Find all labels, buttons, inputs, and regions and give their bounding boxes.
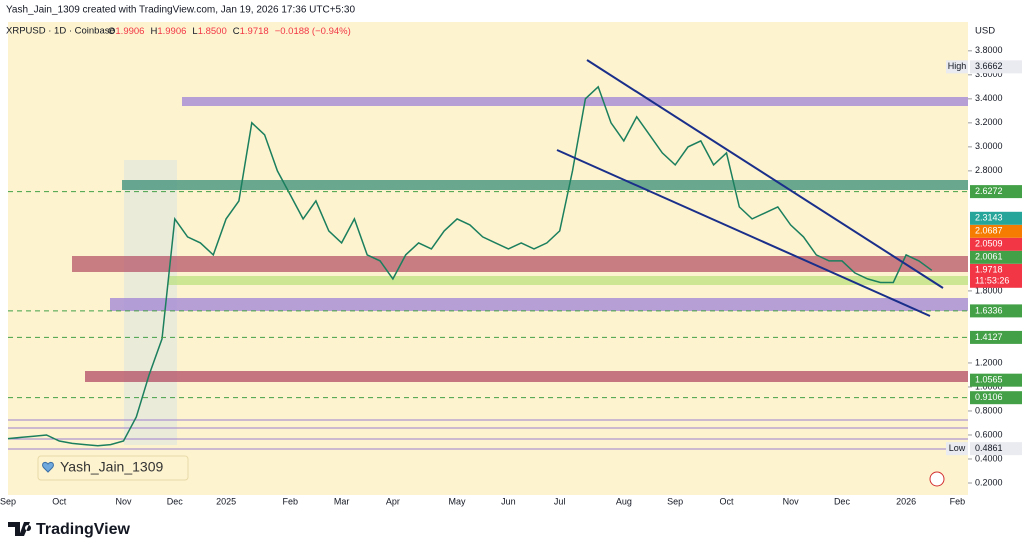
y-tick-label: 0.2000 [975,477,1003,487]
price-label-box [970,330,1022,344]
x-tick-label: Aug [616,496,632,506]
ohlc-value: 1.9906 [115,26,144,37]
x-tick-label: Dec [167,496,184,506]
price-label-box [970,250,1022,264]
watermark: Yash_Jain_1309 [60,459,163,475]
attribution: Yash_Jain_1309 created with TradingView.… [6,5,355,16]
price-label: 2.0509 [975,239,1003,249]
zone [168,276,968,285]
low-tag [946,442,968,456]
x-tick-label: Mar [334,496,350,506]
watermark-box [37,455,189,481]
heart-icon [42,461,54,473]
price-label-box [970,391,1022,405]
x-tick-label: 2026 [896,496,916,506]
ohlc-value: 1.9906 [157,26,186,37]
y-tick-label: 0.4000 [975,453,1003,463]
high-label: High [948,61,967,71]
brand: TradingView [36,521,131,538]
price-label: 2.0061 [975,252,1003,262]
zone [72,256,968,272]
price-label: 1.0565 [975,375,1003,385]
zone [110,298,968,311]
y-tick-label: 0.6000 [975,429,1003,439]
price-label-box [970,211,1022,225]
price-label-box [970,373,1022,387]
ohlc-key: L [192,26,197,37]
x-tick-label: Feb [283,496,299,506]
y-tick-label: 0.8000 [975,405,1003,415]
trend-line [586,59,944,289]
price-label: 2.6272 [975,186,1003,196]
news-icon [929,471,945,487]
x-tick-label: Jun [501,496,516,506]
price-label-box [970,304,1022,318]
y-tick-label: 2.8000 [975,165,1003,175]
price-label-box [970,224,1022,238]
x-tick-label: Apr [386,496,400,506]
x-tick-label: Dec [834,496,851,506]
price-label: 0.9106 [975,392,1003,402]
y-tick-label: 3.4000 [975,93,1003,103]
symbol: XRPUSD · 1D · Coinbase [6,26,115,37]
price-label-box [970,263,1022,288]
high-tag [946,60,968,74]
ohlc-value: 1.8500 [198,26,227,37]
high-value: 3.6662 [975,61,1003,71]
ohlc-key: O [108,26,115,37]
price-line [7,85,933,447]
y-tick-label: 3.6000 [975,69,1003,79]
price-label-box [970,237,1022,251]
x-tick-label: Feb [950,496,966,506]
x-tick-label: Nov [783,496,800,506]
low-label: Low [949,443,966,453]
ohlc-key: C [233,26,240,37]
low-value: 0.4861 [975,443,1003,453]
y-tick-label: 1.8000 [975,285,1003,295]
price-label: 1.4127 [975,332,1003,342]
price-label-box [970,185,1022,199]
x-tick-label: May [449,496,467,506]
zone [122,180,968,190]
countdown: 11:53:26 [975,276,1009,286]
y-tick-label: 3.2000 [975,117,1003,127]
y-tick-label: 3.0000 [975,141,1003,151]
price-label: 1.9718 [975,265,1003,275]
price-label: 2.3143 [975,213,1003,223]
x-tick-label: Nov [115,496,132,506]
x-tick-label: Oct [719,496,734,506]
change: −0.0188 (−0.94%) [275,26,351,37]
trend-line [556,149,931,317]
x-tick-label: Jul [554,496,566,506]
ohlc-key: H [150,26,157,37]
zone [85,371,968,382]
low-box [970,442,1022,456]
zone [182,97,968,106]
x-tick-label: Sep [0,496,16,506]
brand-logo [8,522,32,536]
ohlc-value: 1.9718 [240,26,269,37]
y-tick-label: 1.2000 [975,357,1003,367]
x-tick-label: Sep [667,496,683,506]
currency: USD [975,26,995,37]
ohlc: O1.9906 H1.9906 L1.8500 C1.9718 −0.0188 (−0.… [108,26,351,37]
y-tick-label: 3.8000 [975,45,1003,55]
x-tick-label: Oct [52,496,67,506]
x-tick-label: 2025 [216,496,236,506]
high-box [970,60,1022,74]
price-label: 1.6336 [975,305,1003,315]
marks [7,85,968,447]
price-label: 2.0687 [975,226,1003,236]
